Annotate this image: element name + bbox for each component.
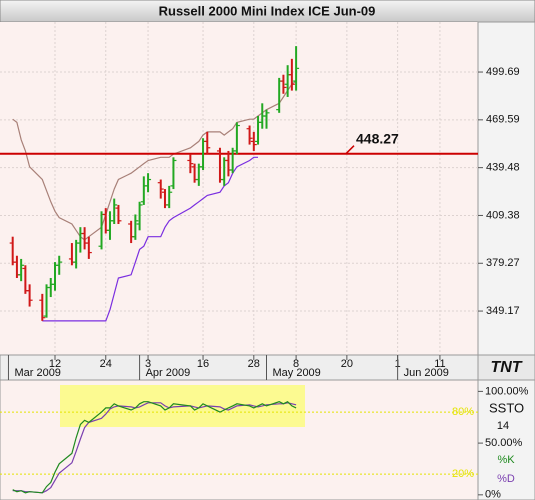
price-label-leader bbox=[345, 145, 355, 155]
legend-label: %K bbox=[497, 454, 515, 466]
y-tick-label: 379.27 bbox=[486, 257, 520, 269]
legend-label: %D bbox=[497, 473, 515, 485]
month-label: Jun 2009 bbox=[404, 367, 449, 379]
indicator-line bbox=[42, 156, 258, 322]
stochastic-line bbox=[12, 402, 297, 494]
y-tick-label: 499.69 bbox=[486, 66, 520, 78]
level-label: 80% bbox=[452, 406, 474, 418]
x-tick-label: 20 bbox=[341, 358, 353, 370]
stochastic-axis bbox=[477, 379, 535, 500]
indicator-name: SSTO bbox=[489, 400, 524, 415]
month-label: May 2009 bbox=[272, 367, 320, 379]
x-tick-label: 28 bbox=[248, 358, 260, 370]
indicator-period: 14 bbox=[497, 420, 509, 432]
x-tick-label: 24 bbox=[100, 358, 112, 370]
stochastic-plot bbox=[0, 400, 478, 494]
x-tick-label: 3 bbox=[145, 358, 151, 370]
y-tick-label: 50.00% bbox=[485, 437, 523, 449]
price-label: 448.27 bbox=[356, 130, 399, 146]
price-plot: 448.27 bbox=[0, 22, 478, 355]
y-tick-label: 469.59 bbox=[486, 114, 520, 126]
price-panel bbox=[0, 22, 478, 355]
stochastic-line bbox=[12, 400, 297, 494]
indicator-line bbox=[12, 80, 297, 241]
y-tick-label: 0% bbox=[485, 489, 501, 500]
x-tick-label: 16 bbox=[197, 358, 209, 370]
logo: TNT bbox=[490, 359, 522, 376]
chart-title: Russell 2000 Mini Index ICE Jun-09 bbox=[159, 3, 376, 18]
x-tick-label: 8 bbox=[293, 358, 299, 370]
y-tick-label: 349.17 bbox=[486, 305, 520, 317]
level-label: 20% bbox=[452, 468, 474, 480]
month-label: Mar 2009 bbox=[14, 367, 60, 379]
x-tick-label: 12 bbox=[49, 358, 61, 370]
y-tick-label: 409.38 bbox=[486, 209, 520, 221]
x-tick-label: 11 bbox=[434, 358, 445, 370]
price-axis bbox=[477, 21, 535, 356]
month-label: Apr 2009 bbox=[146, 367, 191, 379]
y-tick-label: 100.00% bbox=[485, 385, 529, 397]
y-tick-label: 439.48 bbox=[486, 162, 520, 174]
